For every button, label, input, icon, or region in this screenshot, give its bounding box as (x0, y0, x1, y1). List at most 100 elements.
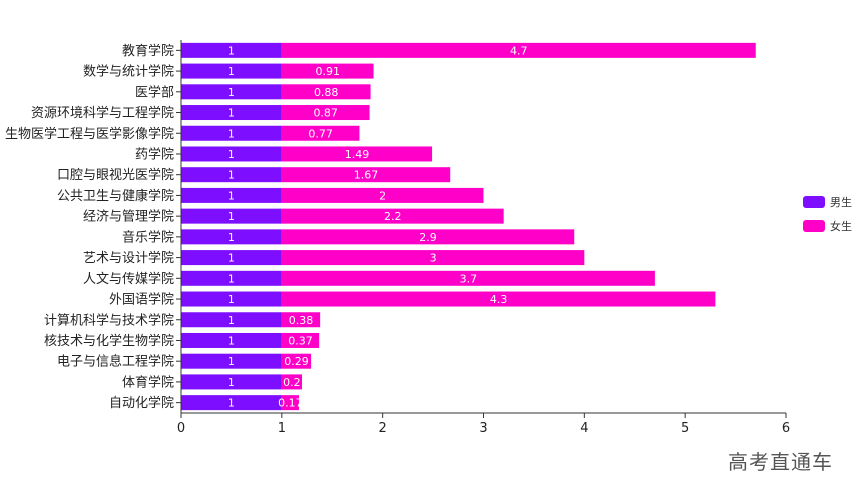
bar-value-label: 3 (430, 252, 437, 265)
bar-female (281, 332, 320, 348)
bar-value-label: 1 (228, 272, 235, 285)
category-label: 公共卫生与健康学院 (57, 188, 174, 204)
bar-value-label: 1 (228, 252, 235, 265)
legend-label: 女生 (830, 219, 852, 233)
category-label: 经济与管理学院 (83, 209, 174, 225)
category-label: 核技术与化学生物学院 (44, 333, 174, 349)
category-labels: 教育学院数学与统计学院医学部资源环境科学与工程学院生物医学工程与医学影像学院药学… (5, 43, 174, 411)
x-tick-label: 6 (782, 421, 790, 436)
bar-female (281, 353, 312, 369)
bar-male (181, 250, 282, 266)
bar-male (181, 167, 282, 183)
bar-value-label: 1 (228, 355, 235, 368)
category-label: 自动化学院 (109, 395, 174, 411)
category-label: 数学与统计学院 (83, 64, 174, 80)
bar-female (281, 187, 484, 203)
bar-value-label: 1 (228, 148, 235, 161)
bar-female (281, 374, 302, 390)
bar-value-label: 1 (228, 127, 235, 140)
bar-female (281, 105, 370, 121)
bar-male (181, 208, 282, 224)
bar-value-label: 0.88 (314, 86, 339, 99)
bar-female (281, 84, 371, 100)
bar-male (181, 395, 282, 411)
bar-male (181, 187, 282, 203)
bar-value-label: 2.2 (384, 210, 402, 223)
bar-value-label: 2 (379, 189, 386, 202)
x-tick-label: 4 (580, 421, 588, 436)
bar-female (281, 167, 451, 183)
bar-female (281, 250, 585, 266)
bar-value-label: 1.49 (345, 148, 370, 161)
bar-value-label: 0.77 (308, 127, 333, 140)
category-label: 生物医学工程与医学影像学院 (5, 126, 174, 142)
bar-value-label: 0.37 (288, 334, 313, 347)
bar-male (181, 84, 282, 100)
bar-value-label: 1 (228, 376, 235, 389)
bar-female (281, 395, 299, 411)
bar-male (181, 63, 282, 79)
bar-value-label: 1 (228, 231, 235, 244)
bar-female (281, 42, 756, 58)
category-label: 计算机科学与技术学院 (44, 312, 174, 328)
bar-value-label: 1 (228, 86, 235, 99)
bar-male (181, 374, 282, 390)
bar-value-label: 0.17 (278, 397, 303, 410)
legend-swatch (803, 196, 825, 208)
legend-label: 男生 (830, 195, 852, 209)
bar-value-label: 4.7 (510, 44, 528, 57)
bar-value-label: 0.2 (283, 376, 301, 389)
bar-value-label: 1.67 (354, 169, 379, 182)
bar-value-label: 1 (228, 334, 235, 347)
bar-male (181, 125, 282, 141)
bar-male (181, 332, 282, 348)
category-label: 资源环境科学与工程学院 (31, 105, 174, 121)
bar-female (281, 270, 655, 286)
bar-female (281, 229, 575, 245)
x-tick-label: 2 (379, 421, 387, 436)
x-tick-label: 3 (479, 421, 487, 436)
category-label: 体育学院 (122, 374, 174, 390)
bar-male (181, 229, 282, 245)
bar-value-label: 1 (228, 314, 235, 327)
bar-male (181, 146, 282, 162)
bar-value-label: 1 (228, 107, 235, 120)
bar-female (281, 208, 504, 224)
bar-male (181, 270, 282, 286)
bar-female (281, 312, 321, 328)
bar-value-label: 0.87 (313, 107, 338, 120)
x-tick-label: 0 (177, 421, 185, 436)
bar-value-label: 1 (228, 44, 235, 57)
x-tick-label: 5 (681, 421, 689, 436)
bar-male (181, 312, 282, 328)
x-tick-label: 1 (278, 421, 286, 436)
category-label: 医学部 (135, 84, 174, 100)
bar-value-label: 2.9 (419, 231, 437, 244)
bar-value-label: 1 (228, 293, 235, 306)
bar-male (181, 291, 282, 307)
bar-value-label: 1 (228, 189, 235, 202)
bar-value-label: 1 (228, 65, 235, 78)
category-label: 艺术与设计学院 (83, 250, 174, 266)
axes: 0 1 2 3 4 5 6 (176, 40, 790, 436)
bar-female (281, 291, 716, 307)
bar-male (181, 105, 282, 121)
bar-value-label: 3.7 (460, 272, 478, 285)
bar-value-label: 0.29 (284, 355, 309, 368)
bar-value-label: 0.91 (315, 65, 340, 78)
bar-value-label: 0.38 (289, 314, 314, 327)
category-label: 电子与信息工程学院 (57, 354, 174, 370)
category-label: 药学院 (135, 146, 174, 162)
bar-male (181, 353, 282, 369)
category-label: 口腔与眼视光医学院 (57, 167, 174, 183)
legend-swatch (803, 220, 825, 232)
bar-value-label: 1 (228, 397, 235, 410)
bar-value-label: 4.3 (490, 293, 508, 306)
bar-male (181, 42, 282, 58)
bar-value-label: 1 (228, 210, 235, 223)
bar-female (281, 125, 360, 141)
bars-layer: 1 4.7 1 0.91 1 0.88 1 0.87 1 0.77 1 1.49 1 1.67 1 2 1 2.2… (181, 42, 756, 411)
watermark-text: 高考直通车 (728, 450, 833, 474)
